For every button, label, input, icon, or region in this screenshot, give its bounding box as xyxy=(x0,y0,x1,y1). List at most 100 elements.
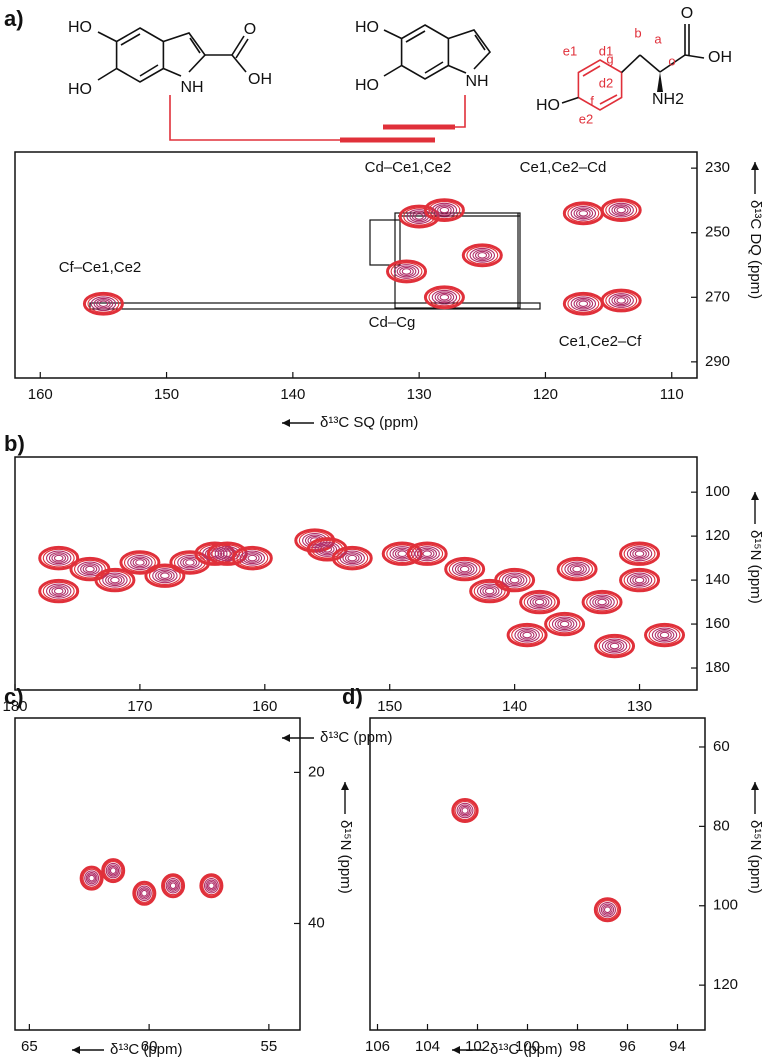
structure-label: d2 xyxy=(599,75,613,90)
contour-peak xyxy=(629,574,650,587)
peak-layer xyxy=(79,858,224,906)
contour-peak xyxy=(80,563,100,576)
contour-peak xyxy=(180,556,200,569)
contour-peak xyxy=(448,559,481,579)
contour-peak xyxy=(155,569,175,582)
y-axis-title: δ¹⁵N (ppm) xyxy=(747,492,764,604)
x-tick-label: 160 xyxy=(252,698,277,715)
annotation: Ce1,Ce2–Cf xyxy=(559,333,642,350)
contour-peak xyxy=(589,594,615,610)
contour-peak xyxy=(419,549,435,559)
contour-peak xyxy=(123,553,156,572)
contour-peak xyxy=(107,864,120,877)
y-tick-label: 290 xyxy=(705,353,730,370)
contour-peak xyxy=(139,888,149,899)
contour-peak xyxy=(623,570,656,590)
arrow-head xyxy=(282,734,290,742)
contour-peak xyxy=(105,862,121,879)
x-tick-label: 98 xyxy=(569,1038,586,1055)
contour-peak xyxy=(135,559,145,566)
contour-peak xyxy=(165,877,181,894)
contour-peak xyxy=(210,550,220,558)
contour-peak xyxy=(434,204,455,216)
contour-peak xyxy=(437,292,452,302)
connector xyxy=(169,95,466,143)
contour-peak xyxy=(319,544,335,554)
contour-peak xyxy=(594,633,636,659)
contour-peak xyxy=(414,213,424,220)
contour-peak xyxy=(506,622,548,648)
panel-label: a) xyxy=(4,6,24,31)
y-tick-label: 40 xyxy=(308,914,325,931)
contour-peak xyxy=(94,567,136,593)
x-tick-label: 60 xyxy=(141,1038,158,1055)
y-tick-label: 80 xyxy=(713,817,730,834)
contour-peak xyxy=(459,805,471,816)
y-axis-label: δ¹⁵N (ppm) xyxy=(337,820,354,894)
contour-peak xyxy=(576,208,591,218)
contour-peak xyxy=(594,597,610,607)
contour-peak xyxy=(414,546,440,562)
structure-label: d1 xyxy=(599,43,613,58)
arrow-head xyxy=(282,419,290,427)
contour-peak xyxy=(551,616,578,632)
contour-peak xyxy=(135,883,154,903)
contour-peak xyxy=(476,583,503,599)
contour-peak xyxy=(136,885,152,902)
contour-peak xyxy=(567,294,600,313)
structure-label: HO xyxy=(536,97,560,114)
molecule-2 xyxy=(383,24,492,80)
contour-peak xyxy=(576,299,591,309)
structure-label: a xyxy=(654,31,662,46)
x-axis-label: δ¹³C (ppm) xyxy=(110,1041,183,1058)
contour-peak xyxy=(428,201,461,220)
contour-peak xyxy=(132,557,148,568)
contour-peak xyxy=(509,576,520,584)
arrow-head xyxy=(751,492,759,500)
contour-peak xyxy=(381,541,423,566)
contour-peak xyxy=(38,578,80,604)
contour-peak xyxy=(444,556,486,582)
y-tick-label: 230 xyxy=(705,159,730,176)
contour-peak xyxy=(317,543,338,556)
structure-label: HO xyxy=(355,77,379,94)
contour-peak xyxy=(573,207,594,220)
panel-label: d) xyxy=(342,684,363,709)
x-tick-label: 170 xyxy=(127,698,152,715)
molecule-1 xyxy=(97,27,249,83)
contour-peak xyxy=(53,587,64,595)
contour-peak xyxy=(507,575,522,585)
contour-peak xyxy=(458,804,472,817)
contour-peak xyxy=(231,545,273,571)
contour-peak xyxy=(517,629,537,642)
y-tick-label: 180 xyxy=(705,659,730,676)
contour-peak xyxy=(206,880,216,891)
contour-peak xyxy=(82,868,101,888)
axis-arrow xyxy=(282,734,314,742)
contour-peak xyxy=(202,876,221,896)
contour-peak xyxy=(619,541,661,566)
x-tick-label: 150 xyxy=(377,698,402,715)
contour-peak xyxy=(482,586,497,596)
contour-peak xyxy=(477,252,488,259)
contour-peak xyxy=(336,548,369,568)
contour-peak xyxy=(439,206,450,214)
contour-peak xyxy=(148,566,181,586)
contour-peak xyxy=(609,642,620,650)
structure-label: g xyxy=(606,51,613,66)
contour-peak xyxy=(570,296,597,312)
x-axis-label: δ¹³C SQ (ppm) xyxy=(320,414,418,431)
contour-peak xyxy=(567,204,600,223)
structure-label: HO xyxy=(68,81,92,98)
contour-peak xyxy=(386,259,428,284)
axis-arrow xyxy=(341,782,349,814)
y-axis-label: δ¹³C DQ (ppm) xyxy=(747,200,764,299)
contour-peak xyxy=(469,247,496,263)
structure-label: NH xyxy=(465,73,488,90)
x-tick-label: 180 xyxy=(2,698,27,715)
contour-peak xyxy=(604,640,625,653)
contour-peak xyxy=(245,553,260,563)
contour-peak xyxy=(108,865,118,876)
y-tick-label: 140 xyxy=(705,571,730,588)
contour-peak xyxy=(619,567,661,593)
